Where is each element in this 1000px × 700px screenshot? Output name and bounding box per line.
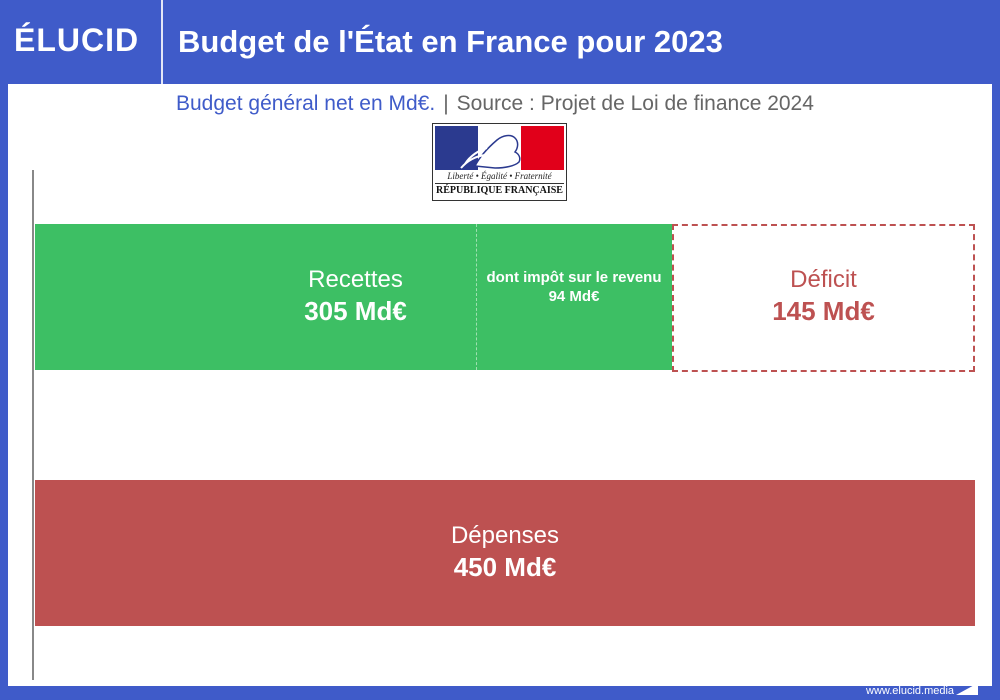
bar-deficit xyxy=(672,224,975,372)
header-divider xyxy=(161,0,163,84)
depenses-value: 450 Md€ xyxy=(453,552,557,582)
bar-recettes xyxy=(35,224,672,370)
republic-name: RÉPUBLIQUE FRANÇAISE xyxy=(436,185,563,196)
page-title: Budget de l'État en France pour 2023 xyxy=(178,24,723,59)
bar-label-deficit: Déficit 145 Md€ xyxy=(672,266,975,327)
footer-url: www.elucid.media xyxy=(866,685,955,697)
bar-label-depenses: Dépenses 450 Md€ xyxy=(275,522,735,583)
bar-depenses xyxy=(35,480,975,626)
deficit-value: 145 Md€ xyxy=(772,296,875,326)
bar-label-impot: dont impôt sur le revenu 94 Md€ xyxy=(476,268,672,306)
republic-motto: Liberté • Égalité • Fraternité xyxy=(447,171,552,181)
elucid-mark-icon xyxy=(956,683,978,695)
chart-axis-line xyxy=(32,170,34,680)
impot-divider xyxy=(476,224,477,370)
recettes-value: 305 Md€ xyxy=(304,296,407,326)
subtitle-main: Budget général net en Md€. xyxy=(176,92,436,115)
emblem-divider xyxy=(435,183,564,184)
depenses-label: Dépenses xyxy=(450,522,560,549)
elucid-logo: ÉLUCID xyxy=(14,22,140,58)
marianne-flag-icon xyxy=(435,126,564,170)
impot-label: dont impôt sur le revenu xyxy=(486,269,662,286)
chart-subtitle: Budget général net en Md€. | Source : Proj… xyxy=(176,92,814,116)
bar-label-recettes: Recettes 305 Md€ xyxy=(165,266,546,327)
subtitle-source: Source : Projet de Loi de finance 2024 xyxy=(456,92,814,115)
republique-francaise-emblem: Liberté • Égalité • Fraternité RÉPUBLIQU… xyxy=(432,123,567,201)
recettes-label: Recettes xyxy=(308,266,403,293)
subtitle-separator: | xyxy=(443,92,449,115)
impot-value: 94 Md€ xyxy=(548,288,600,305)
deficit-label: Déficit xyxy=(790,266,857,293)
header-bar: ÉLUCID Budget de l'État en France pour 2… xyxy=(0,0,1000,84)
